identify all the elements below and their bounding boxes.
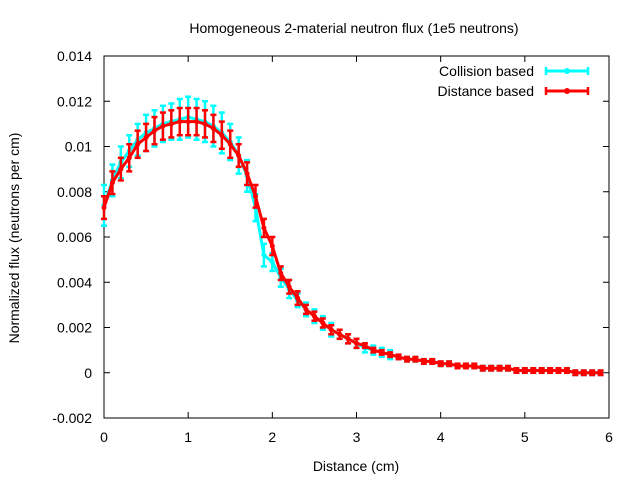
x-tick-label: 5 <box>521 429 529 445</box>
x-tick-label: 0 <box>100 429 108 445</box>
legend-label: Distance based <box>437 83 534 99</box>
data-point <box>337 331 343 337</box>
data-point <box>564 367 570 373</box>
data-point <box>471 363 477 369</box>
x-tick-label: 1 <box>184 429 192 445</box>
series-line <box>102 115 601 375</box>
data-point <box>227 141 233 147</box>
data-point <box>269 243 275 249</box>
data-point <box>202 121 208 127</box>
x-axis-label: Distance (cm) <box>313 458 399 474</box>
data-point <box>547 367 553 373</box>
data-point <box>530 367 536 373</box>
y-tick-label: 0.006 <box>57 229 92 245</box>
data-point <box>370 347 376 353</box>
data-point <box>412 356 418 362</box>
data-point <box>488 365 494 371</box>
data-point <box>210 125 216 131</box>
y-tick-label: 0.014 <box>57 48 92 64</box>
data-point <box>219 132 225 138</box>
y-tick-label: 0 <box>84 365 92 381</box>
data-point <box>379 349 385 355</box>
y-tick-label: 0.008 <box>57 184 92 200</box>
data-point <box>236 153 242 159</box>
data-point <box>463 363 469 369</box>
data-point <box>438 361 444 367</box>
data-point <box>387 352 393 358</box>
data-point <box>168 121 174 127</box>
data-point <box>177 119 183 125</box>
data-point <box>286 284 292 290</box>
series-0 <box>101 95 604 377</box>
data-point <box>522 367 528 373</box>
chart-title: Homogeneous 2-material neutron flux (1e5… <box>189 20 518 36</box>
data-point <box>362 343 368 349</box>
plot-area: 0 1 2 3 4 5 6 -0.002 0 0.002 0.004 0.006 0.008 0.01 0.… <box>52 48 613 445</box>
y-tick-label: 0.004 <box>57 274 92 290</box>
legend-entry-1: Distance based <box>437 83 590 99</box>
data-point <box>278 270 284 276</box>
data-point <box>253 193 258 199</box>
data-point <box>572 370 578 376</box>
data-point <box>446 361 452 367</box>
data-point <box>244 171 250 177</box>
legend-marker <box>564 68 570 74</box>
y-tick-label: -0.002 <box>52 410 92 426</box>
data-point <box>328 327 334 333</box>
data-point <box>589 370 595 376</box>
data-point <box>101 205 107 211</box>
data-point <box>421 358 427 364</box>
data-point <box>505 365 511 371</box>
data-point <box>539 367 545 373</box>
data-point <box>160 123 166 129</box>
data-point <box>135 141 141 147</box>
data-point <box>261 225 267 231</box>
y-tick-label: 0.002 <box>57 320 92 336</box>
data-point <box>404 356 410 362</box>
data-point <box>303 306 309 312</box>
data-point <box>345 336 351 342</box>
data-point <box>480 365 486 371</box>
series-1 <box>101 106 604 377</box>
data-point <box>429 358 435 364</box>
x-tick-label: 2 <box>268 429 276 445</box>
data-point <box>126 155 132 161</box>
data-point <box>354 340 359 346</box>
x-tick-label: 4 <box>437 429 445 445</box>
data-point <box>185 119 191 125</box>
legend-entry-0: Collision based <box>439 63 590 79</box>
data-point <box>556 367 561 373</box>
data-point <box>497 365 503 371</box>
data-point <box>194 119 200 125</box>
legend-label: Collision based <box>439 63 534 79</box>
data-point <box>311 313 317 319</box>
y-tick-label: 0.012 <box>57 93 92 109</box>
data-point <box>152 128 157 134</box>
data-point <box>109 180 115 186</box>
y-tick-label: 0.01 <box>65 139 92 155</box>
legend-marker <box>564 88 570 94</box>
x-tick-label: 6 <box>605 429 613 445</box>
y-axis-label: Normalized flux (neutrons per cm) <box>6 133 22 344</box>
data-point <box>295 295 301 301</box>
data-point <box>513 367 519 373</box>
data-point <box>269 259 275 265</box>
data-point <box>396 354 402 360</box>
data-point <box>261 252 267 258</box>
data-point <box>581 370 587 376</box>
data-point <box>118 166 124 172</box>
data-point <box>455 363 460 369</box>
data-point <box>598 370 604 376</box>
data-point <box>143 134 149 140</box>
x-tick-label: 3 <box>353 429 361 445</box>
series-line <box>102 120 601 375</box>
data-point <box>320 320 326 326</box>
